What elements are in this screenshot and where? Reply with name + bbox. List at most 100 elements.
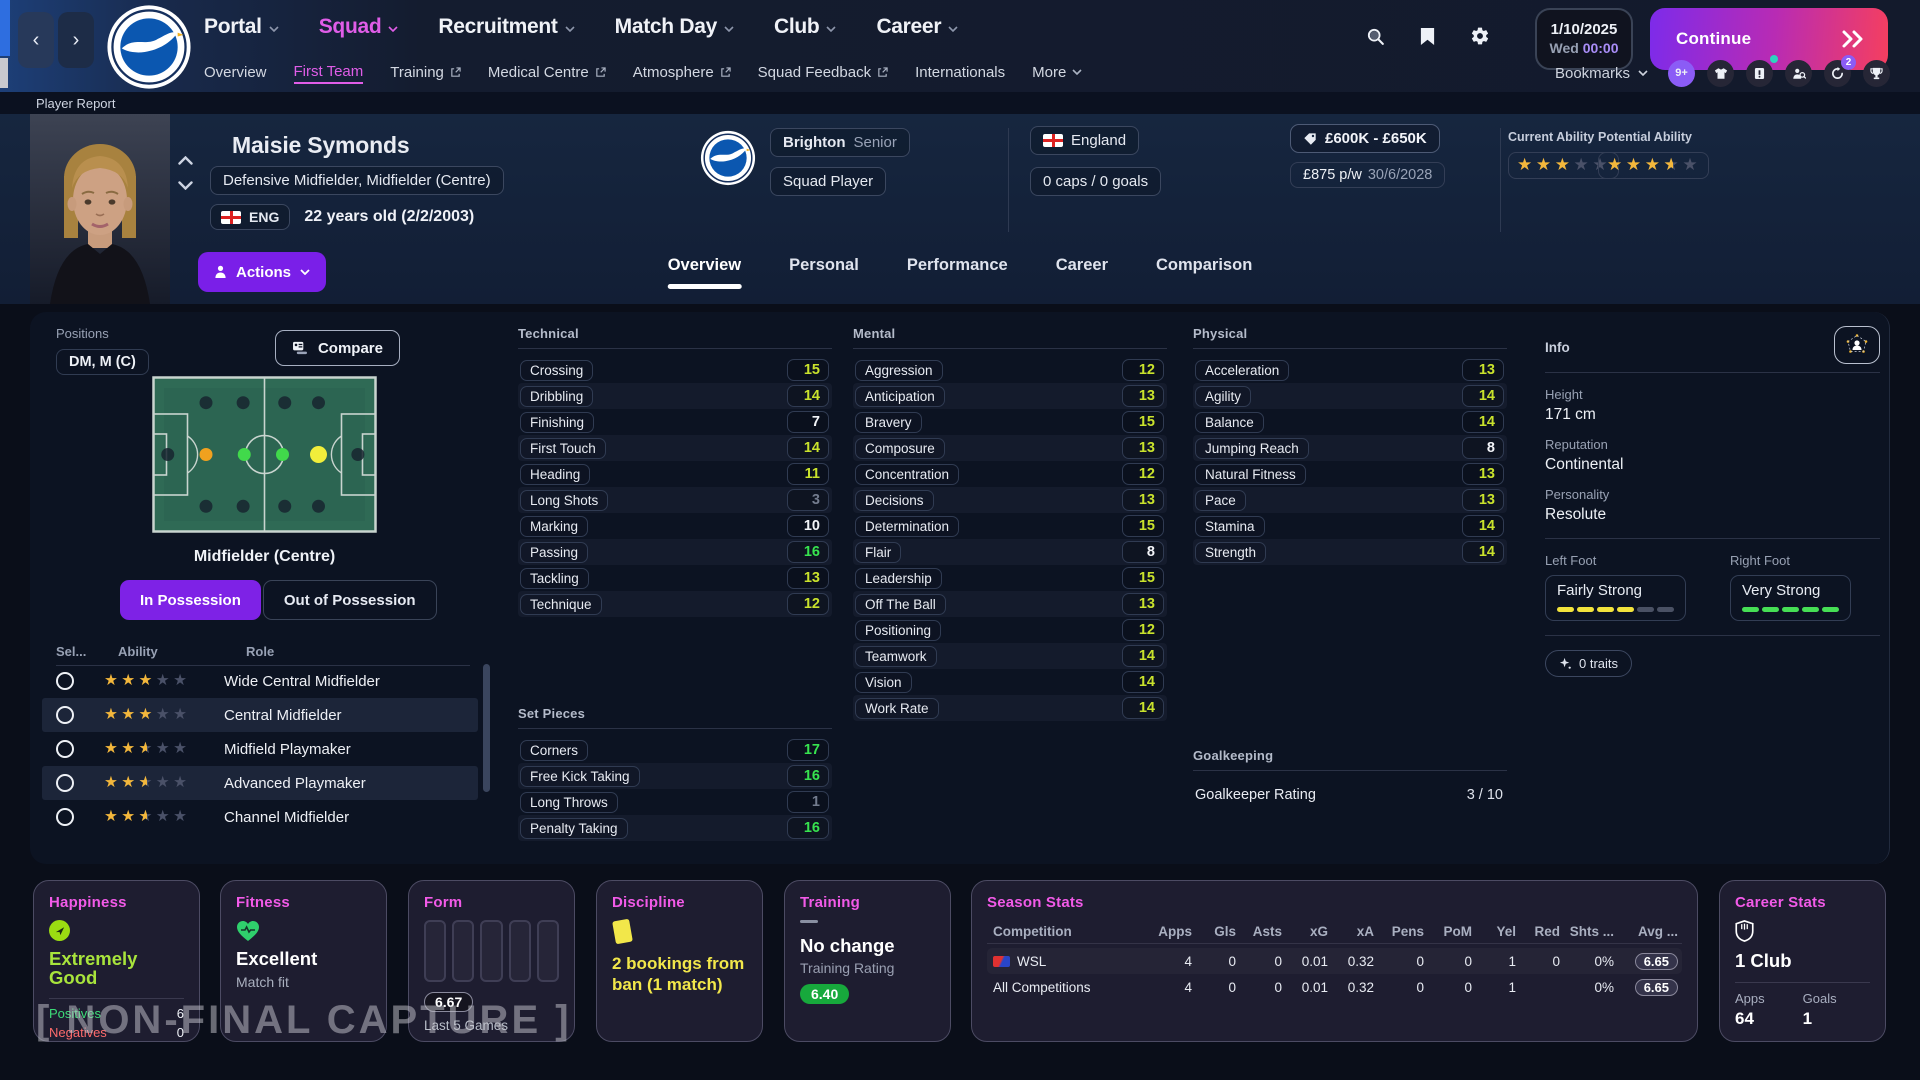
role-select-radio[interactable] <box>56 740 74 758</box>
discipline-card[interactable]: Discipline 2 bookings from ban (1 match) <box>596 880 763 1042</box>
subnav-item-internationals[interactable]: Internationals <box>915 64 1005 83</box>
attribute-label[interactable]: Balance <box>1195 411 1264 433</box>
form-card[interactable]: Form 6.67 Last 5 Games <box>408 880 575 1042</box>
tab-overview[interactable]: Overview <box>668 256 741 285</box>
attribute-radar-button[interactable] <box>1834 326 1880 364</box>
wage-contract-pill[interactable]: £875 p/w 30/6/2028 <box>1290 162 1446 188</box>
attribute-label[interactable]: Long Shots <box>520 489 609 511</box>
attribute-label[interactable]: Long Throws <box>520 791 618 813</box>
attribute-label[interactable]: Strength <box>1195 541 1267 563</box>
attribute-label[interactable]: Composure <box>855 437 945 459</box>
attribute-label[interactable]: Technique <box>520 593 602 615</box>
role-row[interactable]: ★ ★ ★ ★ ★ ★ Advanced Playmaker <box>42 766 478 800</box>
subnav-item-atmosphere[interactable]: Atmosphere <box>633 64 731 83</box>
prev-player-chevron-up[interactable] <box>178 156 193 165</box>
tab-performance[interactable]: Performance <box>906 256 1008 274</box>
attribute-label[interactable]: Teamwork <box>855 645 937 667</box>
game-clock[interactable]: 1/10/2025 Wed 00:00 <box>1535 8 1633 70</box>
position-dot-green[interactable] <box>237 448 251 461</box>
club-pill[interactable]: Brighton Senior <box>770 128 910 157</box>
attribute-label[interactable]: Positioning <box>855 619 942 641</box>
role-select-radio[interactable] <box>56 672 74 690</box>
attribute-label[interactable]: Acceleration <box>1195 359 1290 381</box>
position-dot-yellow[interactable] <box>310 446 327 463</box>
attribute-label[interactable]: Finishing <box>520 411 595 433</box>
nationality-pill[interactable]: ENG <box>210 204 291 230</box>
settings-gear-icon[interactable] <box>1470 26 1490 46</box>
tab-career[interactable]: Career <box>1055 256 1109 274</box>
attribute-label[interactable]: Penalty Taking <box>520 817 628 839</box>
squad-status-pill[interactable]: Squad Player <box>770 167 887 196</box>
next-player-chevron-down[interactable] <box>178 181 193 190</box>
attribute-label[interactable]: Free Kick Taking <box>520 765 640 787</box>
position-dot-dark[interactable] <box>161 448 175 461</box>
attribute-label[interactable]: Flair <box>855 541 902 563</box>
position-dot-dark[interactable] <box>236 396 250 410</box>
subnav-item-more[interactable]: More <box>1032 64 1082 83</box>
position-dot-dark[interactable] <box>199 499 213 513</box>
nav-item-portal[interactable]: Portal <box>204 15 279 39</box>
position-dot-dark[interactable] <box>236 499 250 513</box>
position-dot-dark[interactable] <box>278 396 292 410</box>
attribute-label[interactable]: Aggression <box>855 359 943 381</box>
attribute-label[interactable]: Passing <box>520 541 589 563</box>
role-select-radio[interactable] <box>56 706 74 724</box>
tab-comparison[interactable]: Comparison <box>1156 256 1253 274</box>
attribute-label[interactable]: Crossing <box>520 359 594 381</box>
position-dot-green[interactable] <box>276 448 289 461</box>
transfers-refresh-icon[interactable]: 2 <box>1824 54 1856 87</box>
traits-button[interactable]: 0 traits <box>1545 650 1633 677</box>
training-card[interactable]: Training No change Training Rating 6.40 <box>784 880 951 1042</box>
shirt-icon[interactable] <box>1707 59 1734 87</box>
subnav-item-squad-feedback[interactable]: Squad Feedback <box>758 64 888 83</box>
attribute-label[interactable]: Decisions <box>855 489 934 511</box>
attribute-label[interactable]: Agility <box>1195 385 1252 407</box>
attribute-label[interactable]: Pace <box>1195 489 1246 511</box>
tab-personal[interactable]: Personal <box>789 256 859 274</box>
actions-button[interactable]: Actions <box>198 252 327 292</box>
subnav-item-overview[interactable]: Overview <box>204 64 267 83</box>
role-row[interactable]: ★ ★ ★ ★ ★ Wide Central Midfielder <box>42 664 478 698</box>
position-dot-dark[interactable] <box>312 396 325 410</box>
attribute-label[interactable]: Vision <box>855 671 912 693</box>
scouting-icon[interactable] <box>1785 59 1812 87</box>
search-icon[interactable] <box>1366 27 1385 46</box>
role-select-radio[interactable] <box>56 774 74 792</box>
trophy-icon[interactable] <box>1863 59 1890 87</box>
in-possession-toggle[interactable]: In Possession <box>120 580 261 620</box>
role-list-scrollbar[interactable] <box>483 664 490 792</box>
role-row[interactable]: ★ ★ ★ ★ ★ ★ Midfield Playmaker <box>42 732 478 766</box>
transfer-value-pill[interactable]: £600K - £650K <box>1290 124 1440 153</box>
fitness-card[interactable]: Fitness Excellent Match fit <box>220 880 387 1042</box>
subnav-item-medical-centre[interactable]: Medical Centre <box>488 64 606 83</box>
messages-icon[interactable]: 9+ <box>1668 59 1695 87</box>
bookmarks-dropdown[interactable]: Bookmarks <box>1555 65 1648 82</box>
nav-item-squad[interactable]: Squad <box>319 15 399 39</box>
out-of-possession-toggle[interactable]: Out of Possession <box>262 580 437 620</box>
attribute-label[interactable]: Natural Fitness <box>1195 463 1306 485</box>
attribute-label[interactable]: Bravery <box>855 411 922 433</box>
nav-item-recruitment[interactable]: Recruitment <box>438 15 575 39</box>
attribute-label[interactable]: Determination <box>855 515 960 537</box>
history-forward-button[interactable]: › <box>58 12 94 68</box>
position-dot-dark[interactable] <box>199 396 213 410</box>
nav-item-career[interactable]: Career <box>876 15 958 39</box>
attribute-label[interactable]: Jumping Reach <box>1195 437 1309 459</box>
attribute-label[interactable]: Leadership <box>855 567 942 589</box>
role-row[interactable]: ★ ★ ★ ★ ★ Central Midfielder <box>42 698 478 732</box>
happiness-card[interactable]: Happiness Extremely Good Positives 6 Neg… <box>33 880 200 1042</box>
attribute-label[interactable]: Corners <box>520 739 589 761</box>
attribute-label[interactable]: Concentration <box>855 463 960 485</box>
position-dot-orange[interactable] <box>199 448 213 461</box>
career-stats-card[interactable]: Career Stats 1 Club Apps 64 Goals 1 <box>1719 880 1886 1042</box>
position-pitch-map[interactable] <box>152 376 377 533</box>
compare-button[interactable]: Compare <box>274 330 400 366</box>
bookmark-icon[interactable] <box>1419 27 1436 46</box>
season-stats-card[interactable]: Season Stats Competition Apps Gls Asts xG xA P… <box>971 880 1698 1042</box>
attribute-label[interactable]: Off The Ball <box>855 593 946 615</box>
attribute-label[interactable]: First Touch <box>520 437 606 459</box>
subnav-item-first-team[interactable]: First Team <box>293 63 364 84</box>
attribute-label[interactable]: Stamina <box>1195 515 1265 537</box>
nation-pill[interactable]: England <box>1030 126 1140 155</box>
attribute-label[interactable]: Dribbling <box>520 385 594 407</box>
